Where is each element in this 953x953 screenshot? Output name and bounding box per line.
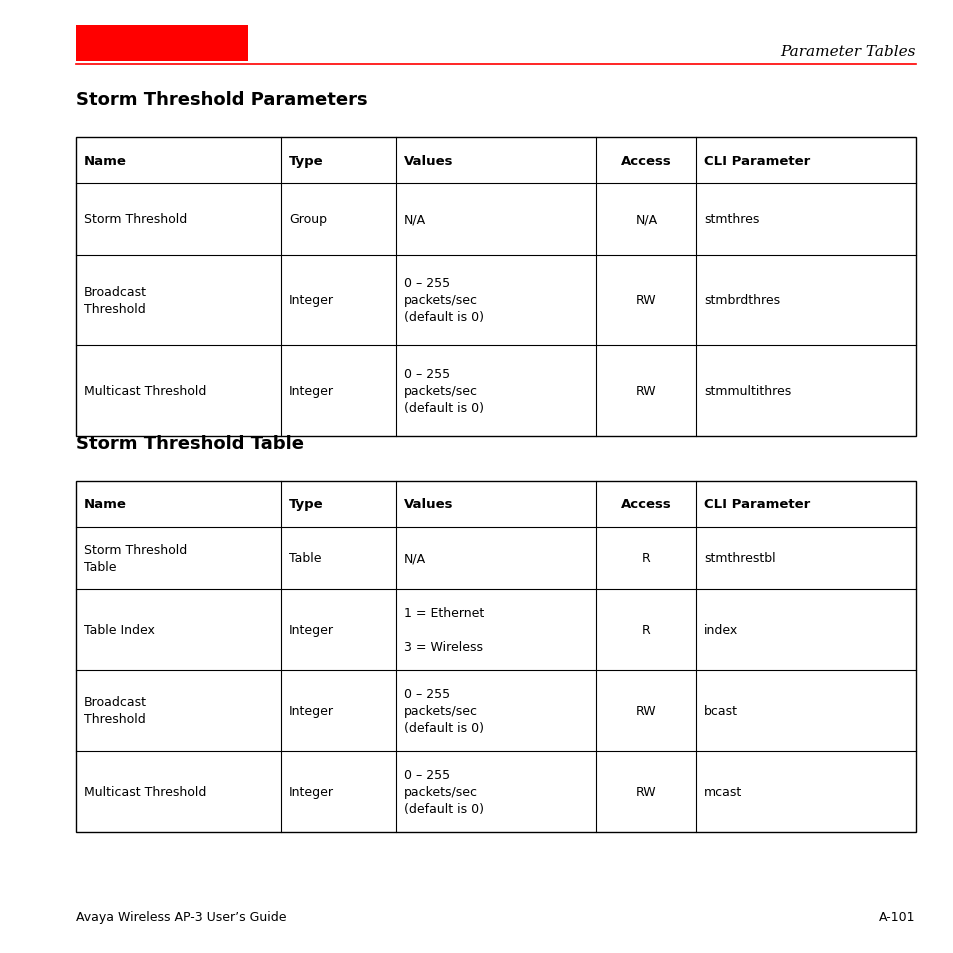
Text: Multicast Threshold: Multicast Threshold — [84, 785, 206, 798]
Text: stmbrdthres: stmbrdthres — [703, 294, 780, 307]
Text: Storm Threshold
Table: Storm Threshold Table — [84, 543, 187, 573]
Text: Storm Threshold Table: Storm Threshold Table — [76, 435, 304, 452]
Text: Integer: Integer — [289, 385, 334, 397]
Text: Group: Group — [289, 213, 327, 226]
Bar — [76, 26, 248, 62]
Text: Storm Threshold Parameters: Storm Threshold Parameters — [76, 91, 368, 109]
Text: N/A: N/A — [403, 552, 425, 564]
Text: Table Index: Table Index — [84, 623, 154, 636]
Text: Type: Type — [289, 497, 323, 511]
Bar — [76, 481, 915, 832]
Text: N/A: N/A — [403, 213, 425, 226]
Text: Integer: Integer — [289, 623, 334, 636]
Text: index: index — [703, 623, 738, 636]
Text: RW: RW — [636, 385, 656, 397]
Text: stmthrestbl: stmthrestbl — [703, 552, 775, 564]
Text: Values: Values — [403, 154, 453, 168]
Text: R: R — [641, 623, 650, 636]
Text: Access: Access — [620, 154, 671, 168]
Text: Integer: Integer — [289, 785, 334, 798]
Text: bcast: bcast — [703, 704, 738, 717]
Text: Name: Name — [84, 497, 127, 511]
Text: mcast: mcast — [703, 785, 741, 798]
Text: Name: Name — [84, 154, 127, 168]
Text: RW: RW — [636, 785, 656, 798]
Text: Multicast Threshold: Multicast Threshold — [84, 385, 206, 397]
Text: CLI Parameter: CLI Parameter — [703, 154, 809, 168]
Text: 0 – 255
packets/sec
(default is 0): 0 – 255 packets/sec (default is 0) — [403, 687, 483, 734]
Text: 0 – 255
packets/sec
(default is 0): 0 – 255 packets/sec (default is 0) — [403, 277, 483, 324]
Text: CLI Parameter: CLI Parameter — [703, 497, 809, 511]
Text: Storm Threshold: Storm Threshold — [84, 213, 187, 226]
Text: stmthres: stmthres — [703, 213, 759, 226]
Text: RW: RW — [636, 294, 656, 307]
Text: Parameter Tables: Parameter Tables — [780, 46, 915, 59]
Text: Values: Values — [403, 497, 453, 511]
Text: Avaya Wireless AP-3 User’s Guide: Avaya Wireless AP-3 User’s Guide — [76, 910, 287, 923]
Text: A-101: A-101 — [879, 910, 915, 923]
Text: Table: Table — [289, 552, 321, 564]
Text: 1 = Ethernet

3 = Wireless: 1 = Ethernet 3 = Wireless — [403, 606, 483, 653]
Text: RW: RW — [636, 704, 656, 717]
Text: 0 – 255
packets/sec
(default is 0): 0 – 255 packets/sec (default is 0) — [403, 768, 483, 815]
Text: Broadcast
Threshold: Broadcast Threshold — [84, 286, 147, 315]
Text: Access: Access — [620, 497, 671, 511]
Text: N/A: N/A — [635, 213, 657, 226]
Text: Type: Type — [289, 154, 323, 168]
Text: Integer: Integer — [289, 704, 334, 717]
Text: R: R — [641, 552, 650, 564]
Text: Integer: Integer — [289, 294, 334, 307]
Text: 0 – 255
packets/sec
(default is 0): 0 – 255 packets/sec (default is 0) — [403, 368, 483, 415]
Text: Broadcast
Threshold: Broadcast Threshold — [84, 696, 147, 725]
Text: stmmultithres: stmmultithres — [703, 385, 790, 397]
Bar — [76, 138, 915, 436]
